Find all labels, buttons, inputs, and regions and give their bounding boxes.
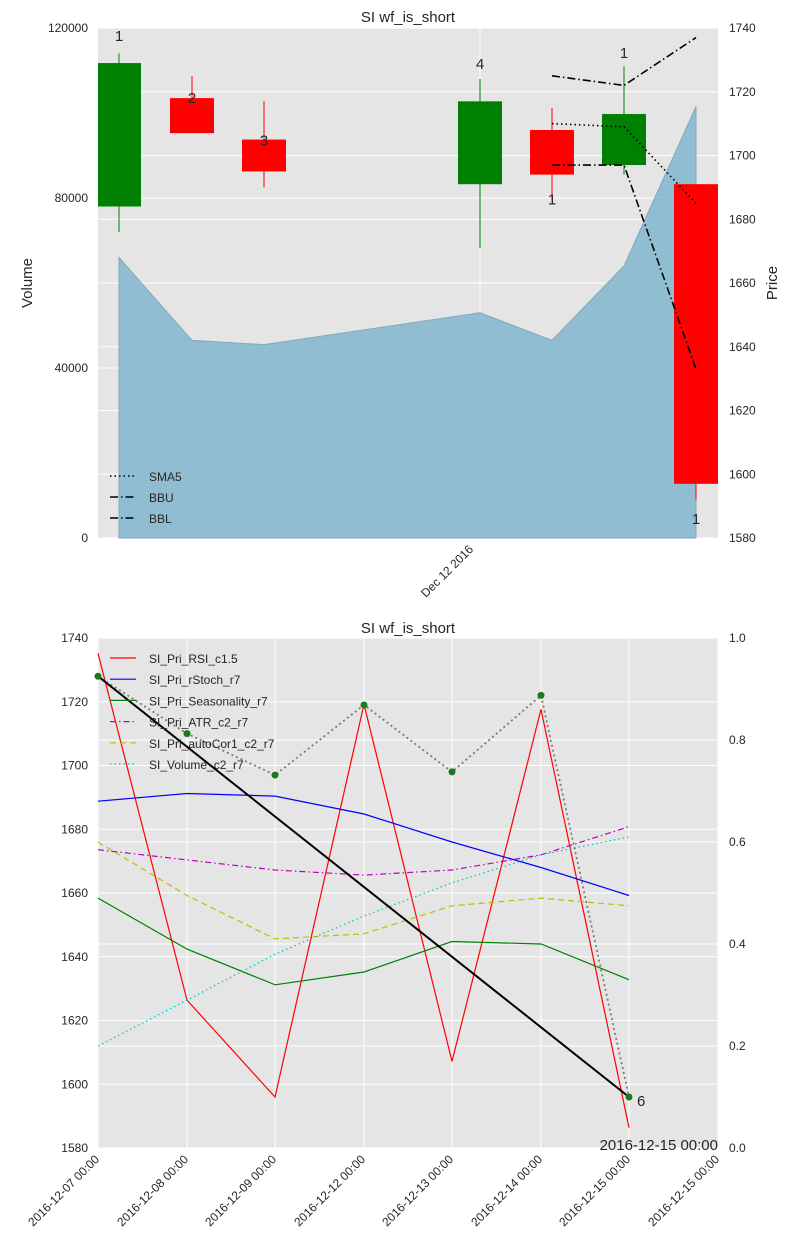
bottom-x-tick-label: 2016-12-14 00:00 bbox=[468, 1152, 545, 1229]
bottom-x-tick-label: 2016-12-07 00:00 bbox=[25, 1152, 102, 1229]
series-line-1 bbox=[97, 792, 630, 897]
candle-label: 4 bbox=[476, 56, 484, 73]
bottom-x-tick-label: 2016-12-08 00:00 bbox=[114, 1152, 191, 1229]
bottom-right-tick-label: 0.4 bbox=[729, 937, 746, 951]
price-tick-label: 1740 bbox=[729, 21, 756, 35]
bottom-left-tick-label: 1660 bbox=[61, 886, 88, 900]
candle-body bbox=[98, 63, 141, 207]
bottom-x-tick-label: 2016-12-13 00:00 bbox=[379, 1152, 456, 1229]
bottom-left-tick-label: 1600 bbox=[61, 1077, 88, 1091]
legend-label-1: SI_Pri_rStoch_r7 bbox=[149, 673, 241, 687]
bottom-right-tick-label: 0.0 bbox=[729, 1141, 746, 1155]
bottom-legend: SI_Pri_RSI_c1.5 SI_Pri_rStoch_r7 SI_Pri_Se… bbox=[110, 652, 275, 772]
legend-label-bbl: BBL bbox=[149, 512, 172, 526]
volume-tick-label: 40000 bbox=[55, 361, 89, 375]
bottom-left-tick-label: 1640 bbox=[61, 950, 88, 964]
candle-label: 1 bbox=[620, 45, 628, 62]
annotation-date: 2016-12-15 00:00 bbox=[600, 1137, 718, 1154]
candle-label: 1 bbox=[548, 192, 556, 209]
legend-label-0: SI_Pri_RSI_c1.5 bbox=[149, 652, 238, 666]
price-tick-label: 1620 bbox=[729, 404, 756, 418]
price-point bbox=[271, 771, 279, 779]
candlesticks bbox=[98, 53, 718, 500]
candle-body bbox=[530, 130, 574, 175]
candle-labels: 1 2 3 4 1 1 1 bbox=[115, 28, 700, 528]
top-chart-title: SI wf_is_short bbox=[361, 9, 456, 26]
bottom-right-tick-label: 1.0 bbox=[729, 631, 746, 645]
price-point bbox=[625, 1093, 633, 1101]
annotation-count: 6 bbox=[637, 1093, 645, 1110]
bottom-chart-title: SI wf_is_short bbox=[361, 620, 456, 637]
price-tick-label: 1660 bbox=[729, 276, 756, 290]
price-tick-label: 1700 bbox=[729, 149, 756, 163]
trend-line bbox=[97, 675, 630, 1098]
candle-body bbox=[458, 101, 502, 185]
sma5-line bbox=[551, 122, 697, 204]
bottom-x-tick-label: 2016-12-09 00:00 bbox=[202, 1152, 279, 1229]
bottom-right-tick-label: 0.6 bbox=[729, 835, 746, 849]
price-tick-label: 1600 bbox=[729, 467, 756, 481]
candle-body bbox=[242, 139, 286, 172]
volume-tick-label: 120000 bbox=[48, 21, 88, 35]
volume-tick-label: 80000 bbox=[55, 191, 89, 205]
legend-label-2: SI_Pri_Seasonality_r7 bbox=[149, 694, 268, 708]
price-point bbox=[448, 768, 456, 776]
bottom-x-tick-label: 2016-12-12 00:00 bbox=[291, 1152, 368, 1229]
series-line-4 bbox=[97, 841, 630, 940]
candle-label: 1 bbox=[692, 511, 700, 528]
candle-label: 2 bbox=[188, 90, 196, 107]
legend-label-5: SI_Volume_c2_r7 bbox=[149, 758, 244, 772]
price-point bbox=[537, 691, 545, 699]
candle-label: 3 bbox=[260, 133, 268, 150]
top-legend: SMA5 BBU BBL bbox=[110, 470, 182, 526]
candle-body bbox=[674, 184, 718, 484]
bottom-left-tick-label: 1580 bbox=[61, 1141, 88, 1155]
top-y-axis-label-price: Price bbox=[764, 266, 781, 300]
indicator-lines bbox=[551, 36, 697, 370]
price-tick-label: 1580 bbox=[729, 531, 756, 545]
top-x-tick-label: Dec 12 2016 bbox=[418, 542, 476, 600]
price-point bbox=[94, 672, 102, 680]
bottom-left-tick-label: 1700 bbox=[61, 759, 88, 773]
bbu-line bbox=[551, 36, 697, 87]
price-point bbox=[183, 730, 191, 738]
bottom-x-tick-label: 2016-12-15 00:00 bbox=[645, 1152, 722, 1229]
series-line-5 bbox=[97, 836, 630, 1047]
bottom-x-tick-label: 2016-12-15 00:00 bbox=[556, 1152, 633, 1229]
bottom-left-tick-label: 1620 bbox=[61, 1014, 88, 1028]
bottom-right-tick-label: 0.2 bbox=[729, 1039, 746, 1053]
bottom-left-tick-label: 1720 bbox=[61, 695, 88, 709]
bottom-grid bbox=[97, 637, 719, 1149]
top-y-axis-label-volume: Volume bbox=[19, 258, 36, 308]
series-line-3 bbox=[97, 826, 630, 876]
candle-body bbox=[602, 114, 646, 166]
legend-label-sma5: SMA5 bbox=[149, 470, 182, 484]
candle-body bbox=[170, 98, 214, 134]
bottom-chart-panel: 1580 1600 1620 1640 1660 1680 1700 1720 1740 0.0 0… bbox=[25, 620, 746, 1229]
bottom-left-tick-label: 1740 bbox=[61, 631, 88, 645]
legend-label-bbu: BBU bbox=[149, 491, 174, 505]
top-chart-panel: 1 2 3 4 1 1 1 0 40000 80000 120000 1580 1600 1620 164… bbox=[19, 9, 781, 600]
price-tick-label: 1680 bbox=[729, 212, 756, 226]
price-tick-label: 1640 bbox=[729, 340, 756, 354]
legend-label-4: SI_Pri_autoCor1_c2_r7 bbox=[149, 737, 275, 751]
series-line-2 bbox=[97, 897, 630, 986]
price-points bbox=[94, 672, 633, 1101]
price-point bbox=[360, 701, 368, 709]
bottom-right-tick-label: 0.8 bbox=[729, 733, 746, 747]
legend-label-3: SI_Pri_ATR_c2_r7 bbox=[149, 716, 248, 730]
candle-label: 1 bbox=[115, 28, 123, 45]
bottom-left-tick-label: 1680 bbox=[61, 822, 88, 836]
price-tick-label: 1720 bbox=[729, 85, 756, 99]
volume-tick-label: 0 bbox=[81, 531, 88, 545]
